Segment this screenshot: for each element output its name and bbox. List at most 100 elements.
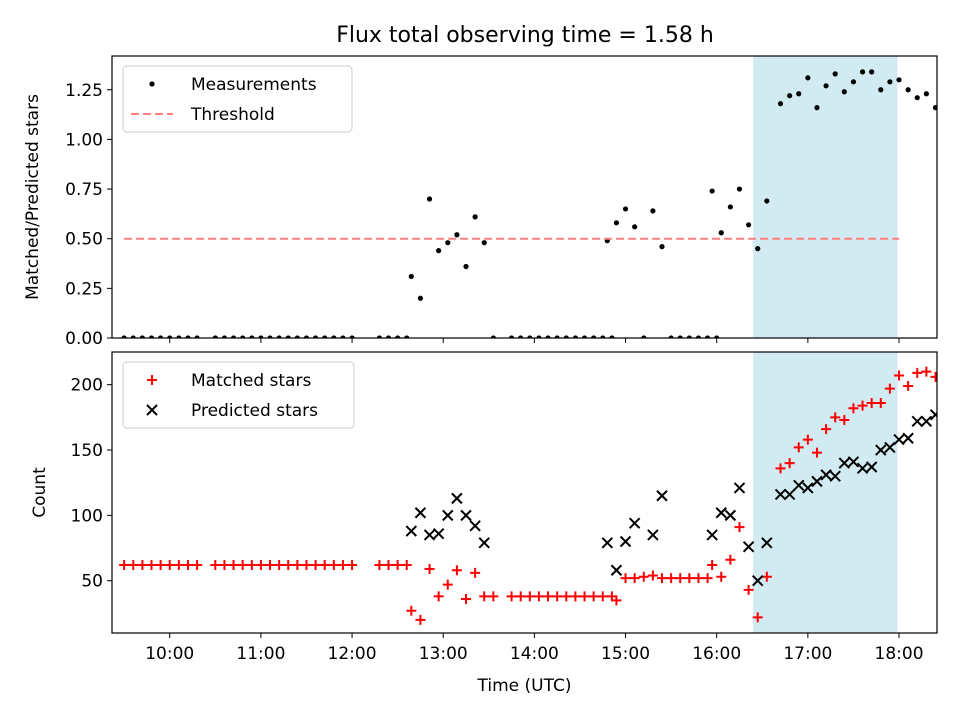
plot-area — [119, 352, 937, 633]
predicted-point — [829, 470, 841, 482]
matched-point — [515, 591, 526, 602]
legend-label: Threshold — [190, 105, 275, 125]
matched-point — [743, 584, 754, 595]
matched-point — [237, 560, 248, 571]
measurement-point — [258, 335, 264, 338]
y-tick-label: 200 — [71, 376, 103, 396]
matched-point — [702, 573, 713, 584]
predicted-point — [847, 456, 860, 468]
predicted-point — [820, 469, 832, 481]
x-tick-label: 18:00 — [875, 644, 924, 664]
measurement-point — [527, 335, 533, 338]
measurement-point — [869, 69, 875, 75]
matched-point — [638, 571, 649, 582]
measurement-point — [714, 335, 720, 338]
measurement-point — [285, 335, 291, 338]
measurement-point — [349, 335, 355, 338]
predicted-point — [902, 432, 914, 444]
measurement-point — [887, 79, 893, 85]
matched-point — [775, 463, 786, 474]
measurement-point — [942, 89, 947, 94]
matched-point — [137, 560, 148, 571]
measurement-point — [185, 335, 191, 338]
measurement-point — [632, 224, 638, 230]
top-panel: 0.00 0.25 0.50 0.75 1.00 1.25 Matched/Predicte… — [23, 55, 947, 349]
measurement-point — [463, 263, 469, 270]
measurement-point — [158, 335, 164, 338]
matched-point — [666, 573, 677, 584]
predicted-point — [610, 564, 623, 576]
legend-label: Measurements — [191, 75, 317, 95]
matched-point — [821, 424, 832, 435]
matched-point — [930, 371, 937, 382]
measurement-point — [755, 246, 761, 252]
matched-point — [620, 573, 631, 584]
matched-point — [921, 366, 932, 377]
matched-point — [155, 560, 166, 571]
measurement-point — [436, 248, 442, 254]
measurement-point — [212, 335, 218, 338]
measurement-point — [736, 186, 743, 192]
x-tick-label: 13:00 — [419, 644, 468, 664]
measurement-point — [609, 335, 615, 338]
matched-point — [811, 447, 822, 458]
x-tick-label: 12:00 — [328, 644, 377, 664]
measurement-point — [312, 335, 319, 338]
legend-box — [122, 361, 355, 429]
predicted-point — [793, 479, 805, 492]
matched-point — [716, 571, 727, 582]
matched-point — [830, 412, 841, 423]
measurement-point — [481, 240, 487, 246]
matched-point — [128, 560, 139, 571]
highlight-span — [753, 352, 898, 633]
measurement-point — [677, 335, 683, 338]
measurement-point — [823, 83, 829, 89]
matched-point — [884, 383, 895, 394]
y-tick-label: 0.00 — [65, 329, 103, 349]
y-tick-label: 100 — [71, 506, 103, 526]
measurement-point — [545, 335, 551, 338]
predicted-point — [838, 457, 851, 469]
matched-point — [533, 591, 544, 602]
measurement-point — [322, 335, 328, 338]
measurement-point — [650, 208, 656, 214]
measurement-point — [130, 335, 136, 338]
highlight-span — [753, 56, 898, 338]
y-tick-label: 1.25 — [65, 81, 103, 101]
predicted-point — [856, 462, 869, 475]
measurement-point — [832, 71, 838, 77]
matched-point — [442, 579, 453, 590]
x-tick-label: 17:00 — [783, 644, 832, 664]
matched-point — [611, 595, 622, 606]
measurement-point — [294, 335, 300, 338]
legend-measurement-swatch — [149, 81, 155, 87]
measurement-point — [331, 335, 337, 338]
measurement-point — [508, 335, 515, 338]
measurement-point — [249, 335, 255, 338]
measurement-point — [787, 93, 793, 99]
measurement-point — [176, 335, 182, 338]
matched-point — [383, 560, 394, 571]
matched-point — [912, 367, 923, 378]
measurement-point — [490, 335, 496, 338]
measurement-point — [613, 220, 620, 226]
matched-point — [479, 591, 490, 602]
matched-point — [802, 434, 813, 445]
predicted-point — [656, 490, 668, 502]
measurement-point — [581, 335, 588, 338]
measurement-point — [472, 214, 478, 220]
measurement-point — [591, 335, 597, 338]
matched-point — [219, 560, 230, 571]
measurement-point — [240, 335, 246, 338]
matched-point — [488, 591, 499, 602]
x-tick-label: 11:00 — [236, 644, 285, 664]
measurement-point — [859, 69, 866, 75]
legend-label: Matched stars — [191, 371, 311, 391]
matched-point — [570, 591, 581, 602]
measurement-point — [148, 335, 155, 338]
matched-point — [657, 573, 667, 584]
matched-point — [552, 591, 563, 602]
matched-point — [461, 594, 472, 605]
y-tick-label: 0.75 — [65, 180, 103, 200]
matched-point — [543, 591, 554, 602]
